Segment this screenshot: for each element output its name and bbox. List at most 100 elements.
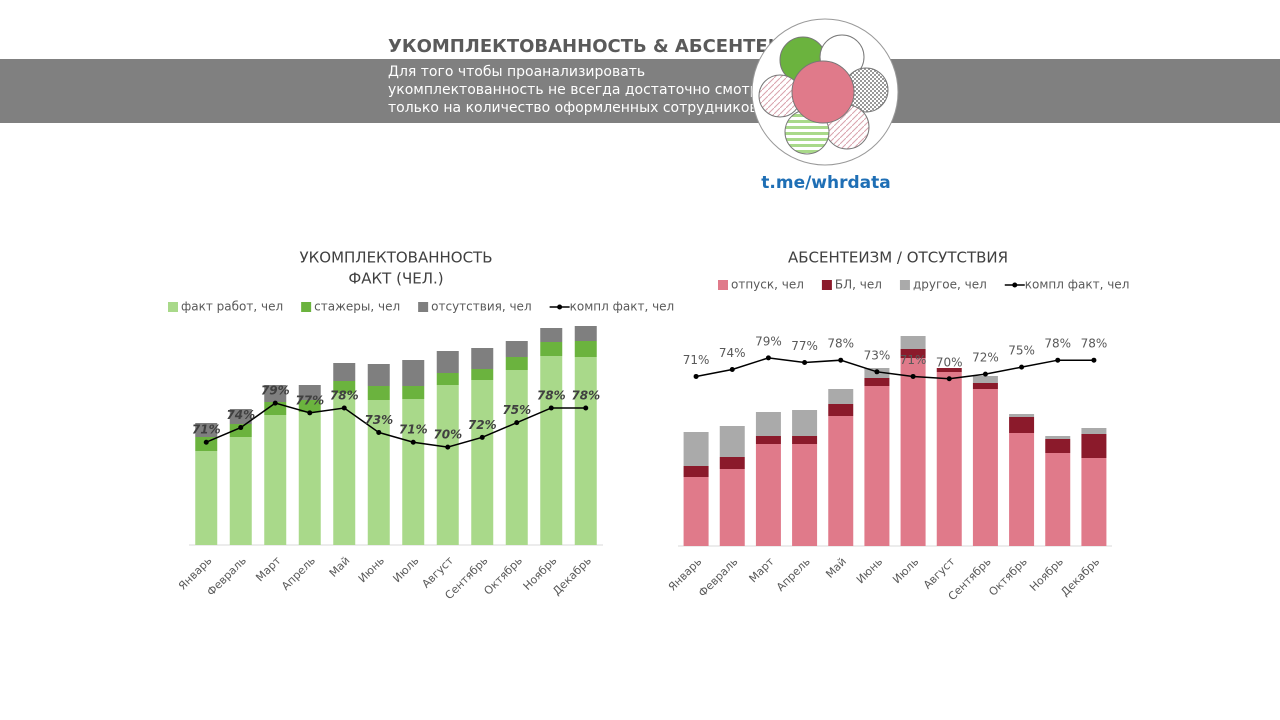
x-tick-label: Апрель [774,555,813,594]
bar-segment [900,349,926,358]
line-point [307,410,313,416]
bar-segment [1081,428,1107,434]
data-label: 78% [1081,337,1108,351]
bar-segment [864,386,890,546]
bar-segment [540,356,563,545]
x-tick-label: Февраль [696,555,741,600]
data-label: 74% [719,346,746,360]
line-point [765,355,771,361]
data-label: 78% [827,337,854,351]
line-point [410,439,416,445]
chart-title: УКОМПЛЕКТОВАННОСТЬ [299,249,492,267]
page-subtitle: Для того чтобы проанализировать [388,64,645,80]
x-tick-label: Октябрь [986,555,1030,599]
x-tick-label: Июнь [854,555,885,586]
line-point [445,444,451,450]
bar-segment [540,328,563,342]
data-label: 77% [791,339,818,353]
line [205,402,586,448]
x-tick-label: Июль [390,554,421,585]
data-label: 79% [755,334,782,348]
bar-segment [436,373,459,385]
bar-segment [540,342,563,356]
bar-segment [574,326,597,341]
x-tick-label: Октябрь [481,554,525,598]
legend-swatch [168,302,178,312]
data-label: 72% [468,418,497,432]
chart-subtitle: ФАКТ (ЧЕЛ.) [348,270,443,288]
bar-segment [471,380,494,545]
line-point [910,373,916,379]
bar-segment [792,444,818,546]
data-label: 79% [261,384,290,398]
bar-segment [574,357,597,545]
bar-segment [298,400,321,412]
legend-swatch [301,302,312,312]
bar-segment [333,393,356,545]
bar-segment [1045,453,1071,546]
bar-segment [1009,417,1035,433]
bar-segment [229,409,252,424]
legend-label: компл факт, чел [1025,278,1130,292]
line-point [376,429,382,435]
bar-segment [719,457,745,469]
bar-segment [402,399,425,545]
data-label: 78% [571,388,600,402]
line-point [514,420,520,426]
line-point [272,400,278,406]
x-tick-label: Июнь [356,554,387,585]
legend-label: факт работ, чел [181,300,283,314]
bar-segment [1045,436,1071,439]
bar-segment [195,451,218,545]
x-tick-label: Май [327,554,353,580]
line-point [1019,364,1025,370]
bar-segment [1081,458,1107,546]
bar-segment [828,389,854,404]
bar-segment [471,348,494,369]
bar-segment [574,341,597,357]
bar-segment [936,372,962,546]
bar-segment [505,341,528,357]
line-point [729,366,735,372]
legend-dot [1012,282,1018,288]
line-point [479,434,485,440]
bar-segment [367,386,390,400]
bar-segment [972,383,998,389]
data-label: 74% [226,408,255,422]
bar-segment [755,412,781,436]
line-point [548,405,554,411]
bar-segment [1081,434,1107,458]
bar-segment [828,404,854,416]
bar-segment [298,412,321,545]
bar-segment [936,368,962,372]
bar-segment [264,385,287,402]
legend-dot [557,304,563,310]
data-label: 71% [399,423,428,437]
bar-segment [367,364,390,386]
bar-segment [471,369,494,380]
data-label: 77% [295,393,324,407]
data-label: 78% [537,388,566,402]
bar-segment [333,381,356,393]
bar-segment [229,424,252,437]
page-subtitle: только на количество оформленных сотрудн… [388,100,758,116]
bar-segment [864,378,890,386]
bar-segment [755,436,781,444]
bar-segment [719,469,745,546]
bar-segment [972,376,998,383]
x-tick-label: Март [747,555,778,586]
line-point [1055,357,1061,363]
legend-swatch [821,280,832,290]
bar-segment [683,477,709,546]
bar-segment [505,357,528,370]
data-label: 78% [330,388,359,402]
line-point [874,369,880,375]
line-point [583,405,589,411]
bar-segment [683,466,709,477]
bar-segment [792,410,818,436]
channel-link[interactable]: t.me/whrdata [761,173,890,193]
bar-segment [505,370,528,545]
legend-label: стажеры, чел [314,300,400,314]
bar-segment [264,415,287,545]
data-label: 70% [936,355,963,369]
